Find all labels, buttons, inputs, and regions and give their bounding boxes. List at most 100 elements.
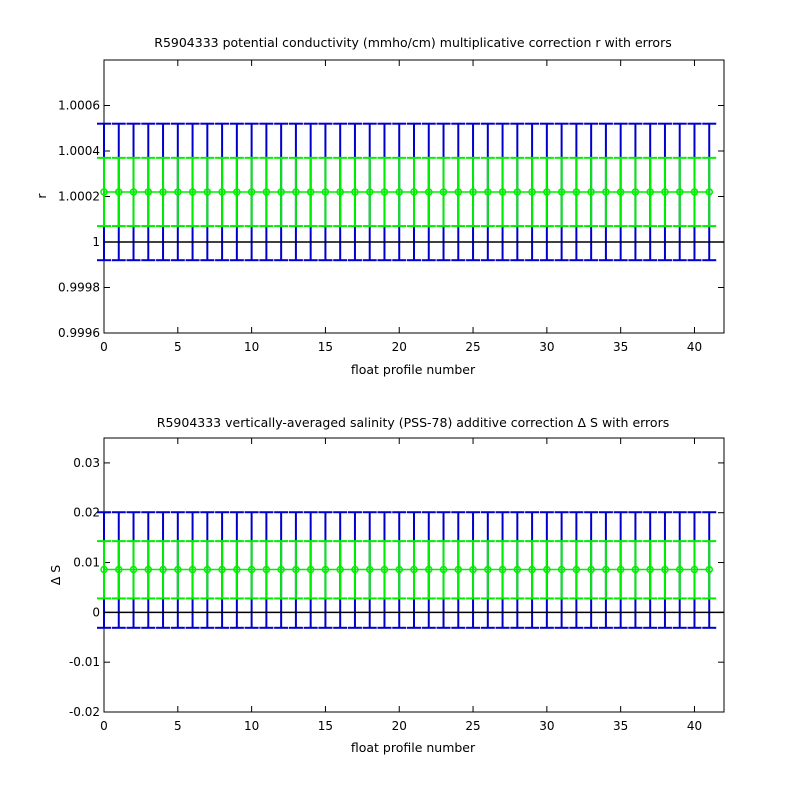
green-data-point xyxy=(602,565,610,574)
green-data-point xyxy=(484,188,492,196)
y-axis-label: r xyxy=(34,193,49,199)
green-data-point xyxy=(469,565,477,574)
green-data-point xyxy=(336,565,344,574)
x-tick-label: 25 xyxy=(465,719,480,733)
green-data-point xyxy=(218,188,226,196)
y-tick-label: 1.0002 xyxy=(58,190,100,204)
green-data-point xyxy=(100,565,108,574)
green-data-point xyxy=(395,565,403,574)
green-data-point xyxy=(513,565,522,574)
green-data-point xyxy=(425,565,433,574)
green-data-point xyxy=(616,188,625,196)
green-data-point xyxy=(188,565,197,574)
green-data-point xyxy=(646,188,654,196)
x-tick-label: 5 xyxy=(174,340,182,354)
green-data-point xyxy=(587,188,595,196)
y-tick-label: -0.01 xyxy=(69,655,100,669)
green-data-point xyxy=(203,565,212,574)
green-data-point xyxy=(159,188,167,196)
green-data-point xyxy=(498,188,507,196)
x-axis-label: float profile number xyxy=(351,362,476,377)
y-tick-label: 0.03 xyxy=(73,456,100,470)
green-data-point xyxy=(247,188,256,196)
green-data-point xyxy=(410,188,418,196)
x-tick-label: 40 xyxy=(687,340,702,354)
green-data-point xyxy=(292,565,300,574)
green-data-point xyxy=(484,565,492,574)
green-data-point xyxy=(690,188,699,196)
green-data-point xyxy=(528,188,536,196)
green-data-point xyxy=(365,188,374,196)
x-tick-label: 15 xyxy=(318,340,333,354)
green-data-point xyxy=(631,565,640,574)
x-tick-label: 20 xyxy=(392,340,407,354)
x-tick-label: 20 xyxy=(392,719,407,733)
green-data-point xyxy=(690,565,699,574)
green-data-point xyxy=(247,565,256,574)
green-data-point xyxy=(159,565,167,574)
plot-area: 0 5 10 15 20 25 30 35 40 -0.02 -0.01 0 0.01 0.02 0.03 xyxy=(69,437,725,733)
green-data-point xyxy=(557,188,566,196)
green-data-point xyxy=(661,565,669,574)
green-data-point xyxy=(174,188,182,196)
x-tick-label: 35 xyxy=(613,719,628,733)
green-data-point xyxy=(646,565,654,574)
green-data-point xyxy=(705,565,713,574)
green-data-point xyxy=(528,565,536,574)
green-data-point xyxy=(543,188,551,196)
panel-title: R5904333 vertically-averaged salinity (P… xyxy=(157,415,669,430)
green-data-point xyxy=(395,188,403,196)
green-data-point xyxy=(351,565,359,574)
green-data-point xyxy=(218,565,226,574)
x-tick-label: 0 xyxy=(100,340,108,354)
green-data-point xyxy=(587,565,595,574)
green-data-point xyxy=(129,565,138,574)
y-tick-label: -0.02 xyxy=(69,705,100,719)
green-data-point xyxy=(365,565,374,574)
green-data-point xyxy=(439,565,448,574)
x-tick-label: 5 xyxy=(174,719,182,733)
x-tick-label: 0 xyxy=(100,719,108,733)
green-data-point xyxy=(439,188,448,196)
x-tick-label: 35 xyxy=(613,340,628,354)
green-data-point xyxy=(321,565,330,574)
green-data-point xyxy=(513,188,522,196)
green-data-point xyxy=(616,565,625,574)
green-data-point xyxy=(144,565,153,574)
green-data-point xyxy=(233,565,241,574)
green-data-point xyxy=(306,188,315,196)
green-data-point xyxy=(115,188,123,196)
green-data-point xyxy=(543,565,551,574)
x-tick-label: 30 xyxy=(539,340,554,354)
green-data-point xyxy=(262,188,271,196)
green-data-point xyxy=(336,188,344,196)
green-data-point xyxy=(705,188,713,196)
green-data-point xyxy=(262,565,271,574)
x-axis-label: float profile number xyxy=(351,740,476,755)
green-data-point xyxy=(129,188,138,196)
y-tick-label: 0.01 xyxy=(73,556,100,570)
y-tick-label: 1 xyxy=(92,235,100,249)
green-data-point xyxy=(115,565,123,574)
y-tick-label: 0.9998 xyxy=(58,281,100,295)
green-data-point xyxy=(675,188,684,196)
y-tick-label: 0 xyxy=(92,605,100,619)
green-data-point xyxy=(144,188,153,196)
x-tick-label: 30 xyxy=(539,719,554,733)
x-tick-label: 25 xyxy=(465,340,480,354)
green-data-point xyxy=(100,188,108,196)
green-data-point xyxy=(233,188,241,196)
green-data-point xyxy=(572,188,581,196)
y-tick-label: 1.0004 xyxy=(58,144,100,158)
green-data-point xyxy=(631,188,640,196)
green-data-point xyxy=(675,565,684,574)
green-data-point xyxy=(277,188,285,196)
green-data-point xyxy=(380,188,389,196)
panel-delta-s-correction: R5904333 vertically-averaged salinity (P… xyxy=(48,415,725,755)
x-tick-label: 15 xyxy=(318,719,333,733)
green-data-point xyxy=(410,565,418,574)
green-data-point xyxy=(425,188,433,196)
green-data-point xyxy=(469,188,477,196)
